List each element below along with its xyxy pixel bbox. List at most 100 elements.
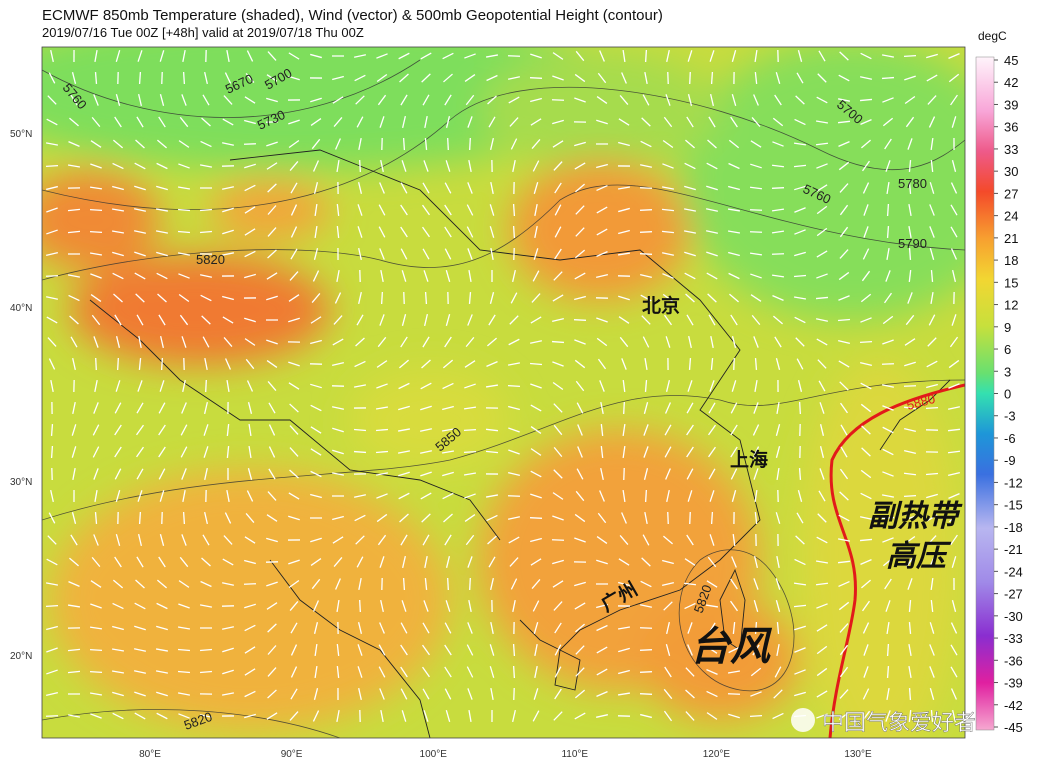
- colorbar-ticks: 4542393633302724211815129630-3-6-9-12-15…: [994, 53, 1023, 735]
- wind-vector: [140, 512, 141, 524]
- colorbar-tick-label: 36: [1004, 120, 1018, 135]
- city-label: 北京: [642, 294, 680, 317]
- watermark-icon: [791, 708, 815, 732]
- wind-vector: [860, 342, 872, 343]
- colorbar-tick-label: -24: [1004, 564, 1023, 579]
- subtitle: 2019/07/16 Tue 00Z [+48h] valid at 2019/…: [42, 25, 364, 40]
- wind-vector: [508, 386, 520, 387]
- wind-vector: [646, 50, 647, 62]
- colorbar-tick-label: -18: [1004, 520, 1023, 535]
- colorbar-tick-label: 15: [1004, 275, 1018, 290]
- wind-vector: [96, 358, 97, 370]
- city-label: 上海: [730, 448, 768, 471]
- wind-vector: [184, 72, 185, 84]
- wind-vector: [734, 358, 735, 370]
- colorbar-tick-label: 6: [1004, 342, 1011, 357]
- colorbar-tick-label: 27: [1004, 186, 1018, 201]
- wind-vector: [750, 716, 762, 717]
- colorbar-tick-label: 12: [1004, 298, 1018, 313]
- colorbar-tick-label: 18: [1004, 253, 1018, 268]
- wind-vector: [360, 600, 361, 612]
- watermark: 中国气象爱好者: [822, 710, 976, 735]
- wind-vector: [162, 358, 163, 370]
- lat-label: 40°N: [10, 303, 32, 314]
- lat-label: 20°N: [10, 651, 32, 662]
- colorbar-tick-label: 9: [1004, 320, 1011, 335]
- wind-vector: [470, 578, 471, 590]
- wind-vector: [888, 226, 889, 238]
- wind-vector: [184, 512, 185, 524]
- wind-vector: [904, 386, 916, 387]
- wind-vector: [800, 468, 801, 480]
- colorbar-tick-label: 33: [1004, 142, 1018, 157]
- lon-label: 100°E: [420, 749, 448, 760]
- colorbar-tick-label: 21: [1004, 231, 1018, 246]
- wind-vector: [882, 364, 894, 365]
- lon-label: 90°E: [281, 749, 303, 760]
- contour-label: 5790: [898, 236, 927, 251]
- wind-vector: [888, 666, 889, 678]
- wind-vector: [178, 650, 190, 651]
- colorbar-tick-label: -45: [1004, 720, 1023, 735]
- wind-vector: [640, 672, 652, 673]
- colorbar-tick-label: -39: [1004, 676, 1023, 691]
- contour-label: 5780: [898, 176, 927, 191]
- wind-vector: [464, 430, 476, 431]
- colorbar-tick-label: -3: [1004, 409, 1016, 424]
- colorbar-tick-label: 30: [1004, 164, 1018, 179]
- colorbar-tick-label: 42: [1004, 75, 1018, 90]
- wind-vector: [640, 254, 652, 255]
- wind-vector: [888, 644, 889, 656]
- wind-vector: [118, 358, 119, 370]
- wind-vector: [514, 204, 515, 216]
- wind-vector: [382, 292, 383, 304]
- wind-vector: [640, 210, 652, 211]
- wind-vector: [640, 694, 652, 695]
- wind-vector: [514, 226, 515, 238]
- colorbar: [976, 57, 994, 730]
- wind-vector: [508, 496, 520, 497]
- wind-vector: [52, 446, 53, 458]
- colorbar-tick-label: -42: [1004, 698, 1023, 713]
- wind-vector: [690, 512, 691, 524]
- wind-vector: [90, 672, 102, 673]
- wind-vector: [514, 644, 515, 656]
- wind-vector: [530, 78, 542, 79]
- map: [0, 10, 1020, 760]
- lat-label: 30°N: [10, 477, 32, 488]
- colorbar-tick-label: -12: [1004, 475, 1023, 490]
- wind-vector: [756, 358, 757, 370]
- wind-vector: [574, 320, 586, 321]
- annotation: 高压: [886, 540, 952, 573]
- title: ECMWF 850mb Temperature (shaded), Wind (…: [42, 7, 663, 24]
- lon-label: 130°E: [844, 749, 872, 760]
- wind-vector: [244, 584, 256, 585]
- wind-vector: [910, 688, 911, 700]
- colorbar-tick-label: 3: [1004, 364, 1011, 379]
- lon-label: 110°E: [561, 749, 588, 760]
- colorbar-tick-label: 39: [1004, 97, 1018, 112]
- lon-label: 120°E: [703, 749, 731, 760]
- colorbar-tick-label: 45: [1004, 53, 1018, 68]
- wind-vector: [772, 188, 784, 189]
- wind-vector: [882, 78, 894, 79]
- wind-vector: [800, 402, 801, 414]
- wind-vector: [646, 490, 647, 502]
- wind-vector: [206, 380, 207, 392]
- colorbar-unit: degC: [978, 29, 1007, 43]
- colorbar-tick-label: -15: [1004, 498, 1023, 513]
- wind-vector: [728, 694, 740, 695]
- wind-vector: [470, 138, 471, 150]
- wind-vector: [904, 496, 916, 497]
- wind-vector: [712, 512, 713, 524]
- wind-vector: [690, 72, 691, 84]
- wind-vector: [404, 138, 405, 150]
- wind-vector: [90, 650, 102, 651]
- colorbar-tick-label: -33: [1004, 631, 1023, 646]
- wind-vector: [712, 72, 713, 84]
- colorbar-tick-label: -9: [1004, 453, 1016, 468]
- wind-vector: [426, 292, 427, 304]
- lon-label: 80°E: [139, 749, 161, 760]
- colorbar-tick-label: -36: [1004, 653, 1023, 668]
